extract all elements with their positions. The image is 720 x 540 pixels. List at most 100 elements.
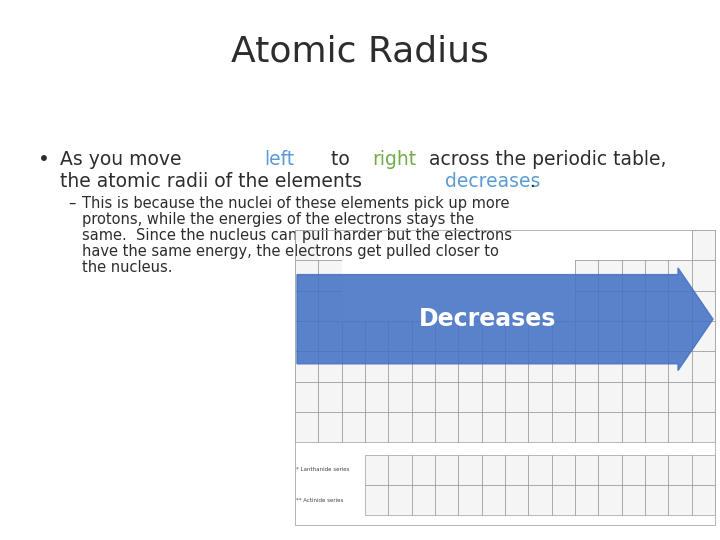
Bar: [459, 260, 482, 291]
Bar: [318, 352, 342, 382]
Bar: [621, 412, 645, 442]
Bar: [412, 455, 435, 485]
Text: This is because the nuclei of these elements pick up more: This is because the nuclei of these elem…: [82, 196, 510, 211]
Bar: [295, 230, 715, 525]
Bar: [528, 382, 552, 412]
Bar: [482, 260, 505, 291]
Text: the nucleus.: the nucleus.: [82, 260, 173, 275]
Bar: [295, 291, 318, 321]
Bar: [318, 382, 342, 412]
Bar: [388, 260, 412, 291]
Bar: [412, 485, 435, 515]
Text: decreases: decreases: [444, 172, 540, 191]
Bar: [435, 260, 459, 291]
Text: –: –: [68, 196, 76, 211]
Bar: [598, 352, 621, 382]
Bar: [342, 352, 365, 382]
Bar: [342, 382, 365, 412]
Bar: [621, 321, 645, 352]
Bar: [668, 412, 692, 442]
Bar: [645, 352, 668, 382]
Bar: [645, 291, 668, 321]
Text: to: to: [325, 150, 356, 169]
Bar: [388, 485, 412, 515]
Bar: [552, 382, 575, 412]
Bar: [505, 455, 528, 485]
Bar: [668, 230, 692, 260]
Bar: [412, 412, 435, 442]
Bar: [528, 291, 552, 321]
Bar: [295, 230, 318, 260]
Bar: [295, 352, 318, 382]
Bar: [692, 412, 715, 442]
Bar: [528, 230, 552, 260]
Bar: [692, 291, 715, 321]
FancyArrow shape: [297, 268, 713, 370]
Bar: [435, 291, 459, 321]
Bar: [575, 230, 598, 260]
Text: .: .: [530, 172, 536, 191]
Bar: [692, 485, 715, 515]
Bar: [459, 412, 482, 442]
Bar: [482, 291, 505, 321]
Text: Decreases: Decreases: [419, 307, 556, 331]
Bar: [295, 321, 318, 352]
Bar: [668, 485, 692, 515]
Bar: [621, 230, 645, 260]
Bar: [459, 260, 482, 291]
Bar: [528, 260, 552, 291]
Bar: [388, 412, 412, 442]
Bar: [575, 291, 598, 321]
Bar: [528, 230, 552, 260]
Bar: [482, 291, 505, 321]
Bar: [621, 485, 645, 515]
Text: right: right: [372, 150, 417, 169]
Bar: [482, 352, 505, 382]
Bar: [668, 352, 692, 382]
Bar: [505, 382, 528, 412]
Bar: [692, 455, 715, 485]
Bar: [482, 485, 505, 515]
Bar: [342, 230, 365, 260]
Bar: [318, 291, 342, 321]
Bar: [342, 260, 365, 291]
Bar: [552, 291, 575, 321]
Text: ** Actinide series: ** Actinide series: [296, 497, 343, 503]
Bar: [295, 382, 318, 412]
Bar: [692, 260, 715, 291]
Bar: [552, 260, 575, 291]
Bar: [645, 455, 668, 485]
Bar: [482, 260, 505, 291]
Bar: [505, 260, 528, 291]
Bar: [598, 485, 621, 515]
Bar: [342, 291, 365, 321]
Text: have the same energy, the electrons get pulled closer to: have the same energy, the electrons get …: [82, 244, 499, 259]
Bar: [552, 260, 575, 291]
Bar: [552, 230, 575, 260]
Bar: [318, 412, 342, 442]
Text: protons, while the energies of the electrons stays the: protons, while the energies of the elect…: [82, 212, 474, 227]
Bar: [388, 352, 412, 382]
Bar: [295, 230, 715, 525]
Bar: [645, 382, 668, 412]
Bar: [668, 455, 692, 485]
Bar: [528, 321, 552, 352]
Bar: [575, 485, 598, 515]
Bar: [435, 260, 459, 291]
Bar: [318, 260, 342, 291]
Bar: [668, 230, 692, 260]
Bar: [528, 455, 552, 485]
Bar: [505, 230, 528, 260]
Bar: [365, 260, 388, 291]
Bar: [621, 455, 645, 485]
Bar: [645, 230, 668, 260]
Bar: [435, 412, 459, 442]
Bar: [505, 485, 528, 515]
Bar: [342, 230, 365, 260]
Bar: [598, 382, 621, 412]
Bar: [482, 230, 505, 260]
Bar: [692, 321, 715, 352]
Bar: [575, 382, 598, 412]
Bar: [342, 321, 365, 352]
Bar: [505, 412, 528, 442]
